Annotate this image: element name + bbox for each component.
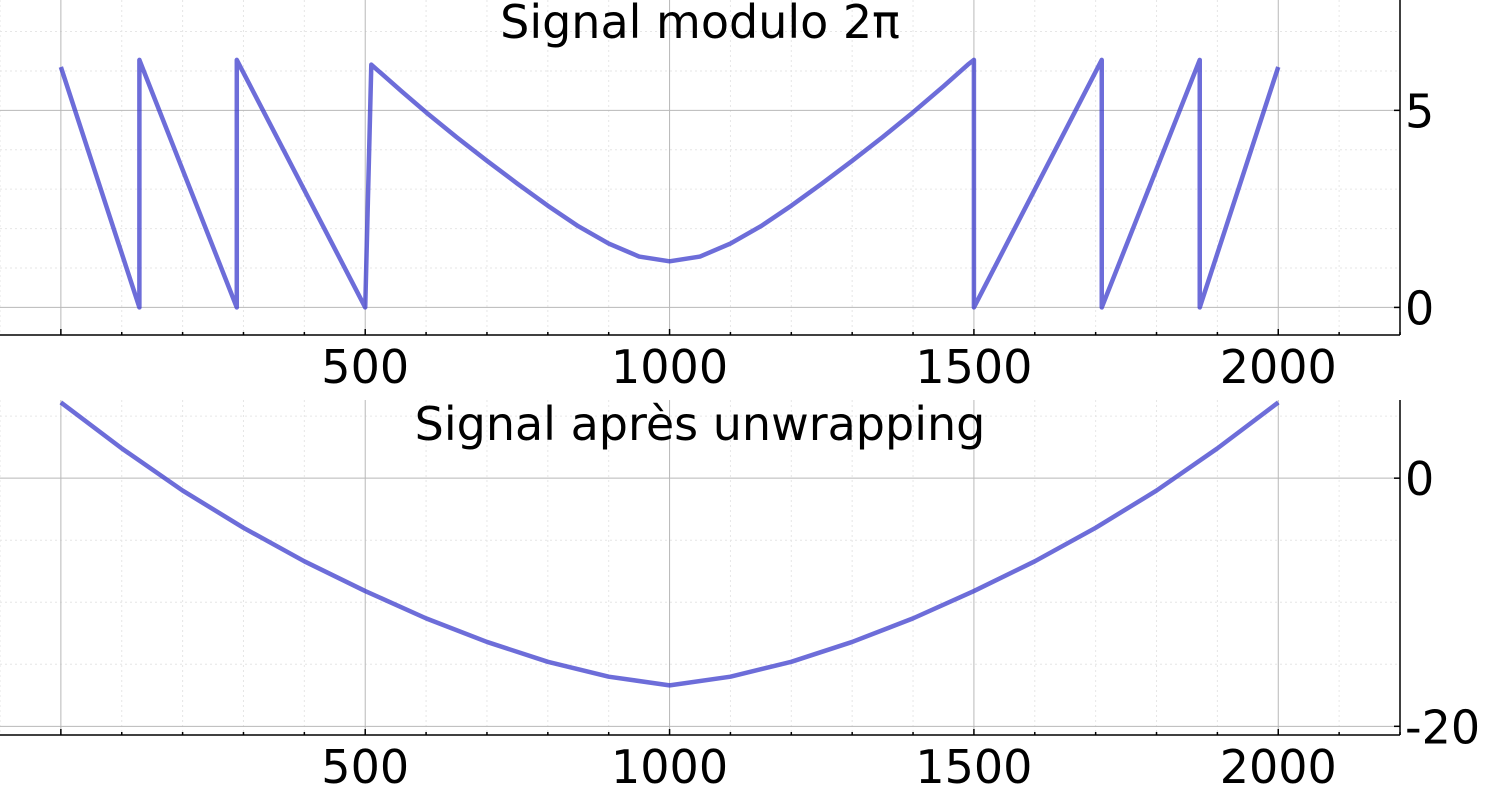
grid	[0, 400, 1401, 735]
series-line	[58, 57, 1281, 310]
y-tick-label: 0	[1405, 281, 1434, 335]
axes: 500 1000 1500 2000 -20 0	[0, 400, 1480, 794]
x-tick-label: 2000	[1220, 740, 1337, 794]
series-line	[59, 400, 1280, 688]
x-tick-label: 1000	[611, 740, 728, 794]
chart-title-top: Signal modulo 2π	[500, 0, 900, 49]
x-tick-label: 1500	[915, 740, 1032, 794]
x-tick-label: 2000	[1220, 340, 1337, 394]
y-tick-label: 0	[1405, 452, 1434, 506]
x-tick-label: 1500	[915, 340, 1032, 394]
top-panel: 500 1000 1500 2000 0 5 Signal modulo 2π	[0, 0, 1434, 394]
y-tick-label: -20	[1405, 700, 1480, 754]
x-tick-label: 500	[321, 340, 409, 394]
bottom-panel: 500 1000 1500 2000 -20 0 Signal après unwrappi…	[0, 397, 1480, 794]
grid	[0, 0, 1401, 335]
chart-title-bottom: Signal après unwrapping	[415, 397, 986, 451]
x-tick-label: 1000	[611, 340, 728, 394]
x-tick-label: 500	[321, 740, 409, 794]
axes: 500 1000 1500 2000 0 5	[0, 0, 1434, 394]
y-tick-label: 5	[1405, 84, 1434, 138]
